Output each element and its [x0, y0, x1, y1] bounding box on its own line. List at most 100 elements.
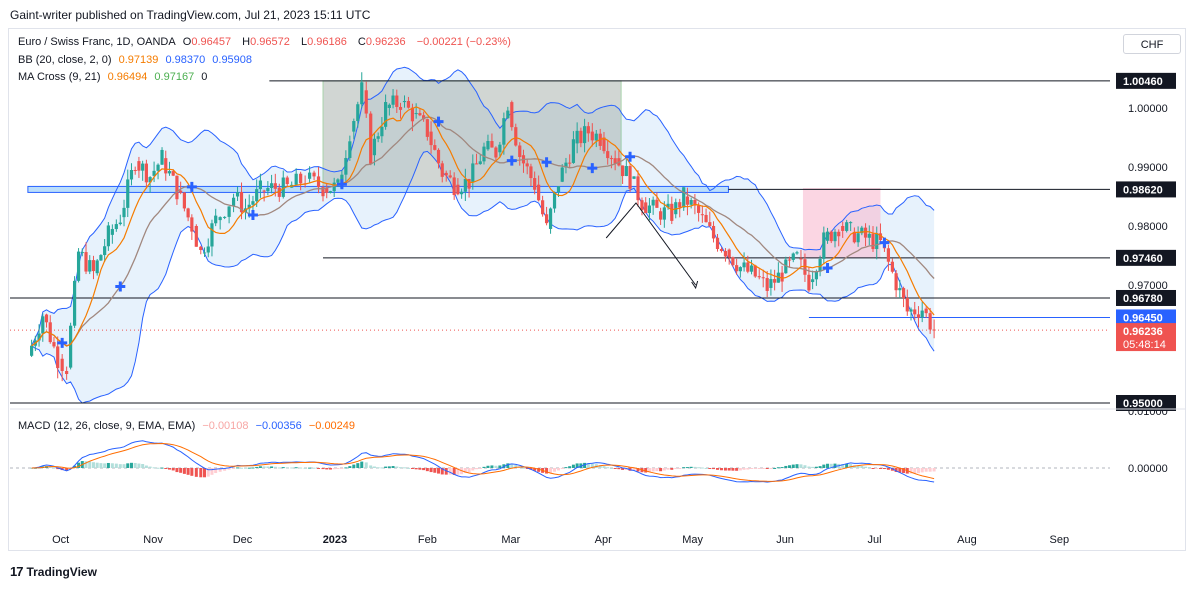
candle-body — [825, 231, 830, 241]
candle-body — [510, 102, 514, 128]
macd-bar — [564, 467, 568, 469]
macd-bar — [521, 467, 525, 469]
candle — [590, 123, 594, 147]
macd-bar — [110, 463, 114, 468]
candle-body — [171, 171, 175, 176]
legend-bb-upper: 0.98370 — [165, 54, 206, 66]
candle-body — [60, 358, 64, 372]
macd-bar — [387, 466, 391, 468]
candle — [909, 307, 913, 321]
macd-bar — [886, 468, 890, 470]
macd-bar — [644, 468, 648, 473]
macd-bar — [586, 463, 590, 468]
macd-bar — [317, 468, 321, 469]
candle — [651, 196, 655, 215]
candle — [518, 142, 522, 166]
macd-bar — [232, 468, 236, 469]
macd-bar — [141, 464, 145, 468]
macd-bar — [753, 468, 757, 469]
macd-bar — [133, 462, 137, 468]
candle-body — [697, 205, 701, 213]
candle — [564, 157, 568, 174]
macd-bar — [715, 468, 719, 470]
candle — [609, 155, 614, 169]
candle-body — [255, 189, 259, 202]
macd-bar — [811, 466, 815, 468]
candle-body — [281, 177, 285, 197]
macd-bar — [30, 468, 34, 469]
candle-body — [44, 314, 49, 323]
macd-bar — [579, 463, 583, 468]
macd-bar — [380, 467, 384, 469]
macd-bar — [384, 466, 388, 468]
candle — [803, 253, 807, 282]
currency-button[interactable]: CHF — [1123, 34, 1181, 54]
macd-bar — [344, 467, 348, 469]
candle — [387, 103, 391, 116]
macd-bar — [255, 466, 259, 468]
candle-body — [210, 223, 214, 247]
macd-bar — [299, 467, 303, 469]
candle-body — [266, 187, 270, 192]
candle — [529, 163, 533, 187]
candle — [894, 270, 898, 298]
candle-body — [433, 145, 437, 150]
macd-bar — [285, 467, 289, 469]
candle — [448, 170, 452, 179]
candle — [647, 198, 652, 221]
macd-bar — [864, 466, 868, 468]
candle — [886, 244, 891, 271]
candle — [285, 175, 289, 187]
candle — [41, 313, 45, 342]
candle-body — [444, 172, 448, 176]
macd-bar — [262, 466, 266, 468]
candle — [356, 101, 360, 128]
candle-body — [916, 314, 921, 318]
candle-body — [72, 280, 77, 326]
candle-body — [202, 252, 207, 254]
candle-body — [791, 253, 795, 260]
candle-body — [418, 113, 422, 116]
candle-body — [69, 325, 73, 368]
macd-bar — [418, 468, 422, 470]
candle — [164, 150, 168, 181]
candle — [262, 189, 266, 202]
candle-body — [269, 183, 274, 188]
candle-body — [727, 249, 731, 258]
candle — [433, 139, 437, 151]
candle — [299, 171, 303, 191]
macd-bar — [568, 466, 572, 468]
candle-body — [164, 158, 168, 174]
footer-brand[interactable]: 17 TradingView — [10, 564, 97, 579]
macd-bar — [860, 466, 864, 468]
macd-bar — [312, 467, 316, 469]
candle-body — [814, 271, 818, 280]
macd-bar — [553, 468, 557, 472]
macd-bar — [920, 468, 924, 473]
candle-body — [655, 199, 659, 208]
time-tick-label: Jul — [867, 534, 881, 546]
macd-bar — [348, 466, 352, 468]
macd-bar — [659, 468, 663, 472]
candle — [502, 112, 506, 155]
candle-body — [529, 166, 533, 179]
candle — [352, 118, 356, 140]
bb-mid-tag-label: 0.96450 — [1123, 312, 1163, 324]
candle-body — [628, 166, 632, 189]
candle — [582, 118, 587, 153]
macd-bar — [77, 462, 81, 468]
candle — [765, 271, 769, 298]
macd-bar — [575, 463, 579, 468]
candle-body — [541, 200, 545, 215]
candle-body — [277, 187, 281, 197]
macd-bar — [440, 468, 444, 475]
candle-body — [837, 231, 841, 237]
candle — [114, 219, 118, 232]
macd-bar — [356, 463, 360, 468]
candle-body — [398, 106, 403, 110]
macd-bar — [682, 467, 686, 469]
candle — [148, 176, 152, 193]
candle-body — [91, 260, 96, 272]
macd-bar — [678, 468, 682, 469]
